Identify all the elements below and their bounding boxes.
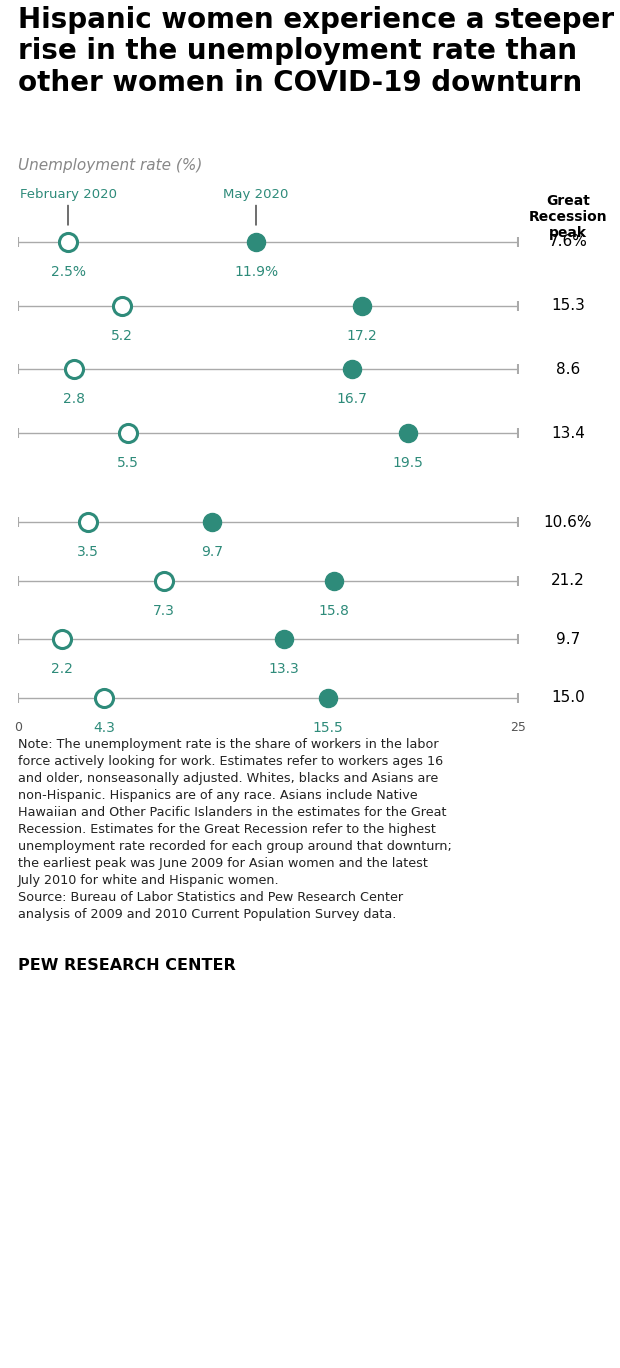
Text: Unemployment rate (%): Unemployment rate (%) [18,157,202,172]
Text: 15.3: 15.3 [551,298,585,313]
Text: 15.5: 15.5 [312,721,343,735]
Text: 13.4: 13.4 [551,425,585,440]
Text: Note: The unemployment rate is the share of workers in the labor
force actively : Note: The unemployment rate is the share… [18,737,452,921]
Text: Great
Recession
peak: Great Recession peak [529,194,608,239]
Text: 2.8: 2.8 [63,393,85,406]
Text: 25: 25 [510,721,526,733]
Text: 7.3: 7.3 [153,603,175,618]
Text: 4.3: 4.3 [93,721,115,735]
Text: 8.6: 8.6 [556,361,580,376]
Text: May 2020: May 2020 [223,189,289,201]
Text: 15.0: 15.0 [551,691,585,706]
Text: 19.5: 19.5 [392,456,423,471]
Text: 7.6%: 7.6% [549,234,587,249]
Text: 15.8: 15.8 [319,603,350,618]
Text: Hispanic women experience a steeper
rise in the unemployment rate than
other wom: Hispanic women experience a steeper rise… [18,5,614,97]
Text: PEW RESEARCH CENTER: PEW RESEARCH CENTER [18,958,236,973]
Text: February 2020: February 2020 [19,189,117,201]
Text: 2.5%: 2.5% [50,265,86,279]
Text: 2.2: 2.2 [51,662,73,676]
Text: 5.5: 5.5 [117,456,139,471]
Text: 9.7: 9.7 [556,632,580,647]
Text: 0: 0 [14,721,22,733]
Text: 11.9%: 11.9% [234,265,278,279]
Text: 21.2: 21.2 [551,573,585,588]
Text: 16.7: 16.7 [337,393,368,406]
Text: 9.7: 9.7 [201,544,223,560]
Text: 5.2: 5.2 [111,328,133,342]
Text: 17.2: 17.2 [347,328,378,342]
Text: 10.6%: 10.6% [544,514,592,529]
Text: 3.5: 3.5 [77,544,99,560]
Text: 13.3: 13.3 [268,662,299,676]
